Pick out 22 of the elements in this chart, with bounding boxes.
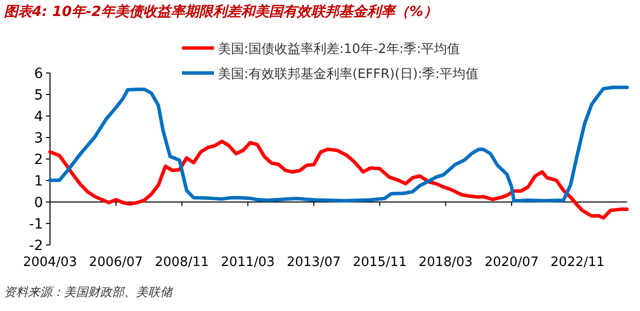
x-tick-label: 2004/03 xyxy=(22,255,78,270)
x-tick-label: 2022/11 xyxy=(550,255,605,270)
x-tick-label: 2006/07 xyxy=(88,255,143,270)
text: 资料来源：美国财政部、美联储 xyxy=(4,285,174,299)
chart-title: 图表4: 10年-2年美债收益率期限利差和美国有效联邦基金利率（%） xyxy=(4,3,438,20)
x-tick-label: 2011/03 xyxy=(220,255,275,270)
y-tick-label: -2 xyxy=(29,238,43,254)
y-tick-label: -1 xyxy=(29,216,43,232)
legend-label: 美国:有效联邦基金利率(EFFR)(日):季:平均值 xyxy=(218,66,479,82)
legend-label: 美国:国债收益率利差:10年-2年:季:平均值 xyxy=(218,41,460,57)
x-tick-label: 2015/11 xyxy=(352,255,407,270)
y-tick-label: 1 xyxy=(34,174,43,190)
x-tick-label: 2020/07 xyxy=(484,255,539,270)
y-tick-label: 5 xyxy=(34,88,43,104)
y-tick-label: 4 xyxy=(34,109,44,125)
x-tick-label: 2013/07 xyxy=(286,255,341,270)
y-tick-label: 2 xyxy=(34,152,43,168)
y-tick-label: 0 xyxy=(34,195,43,211)
y-tick-label: 3 xyxy=(34,130,43,146)
x-tick-label: 2008/11 xyxy=(154,255,209,270)
x-tick-label: 2018/03 xyxy=(418,255,473,270)
y-tick-label: 6 xyxy=(34,66,44,82)
